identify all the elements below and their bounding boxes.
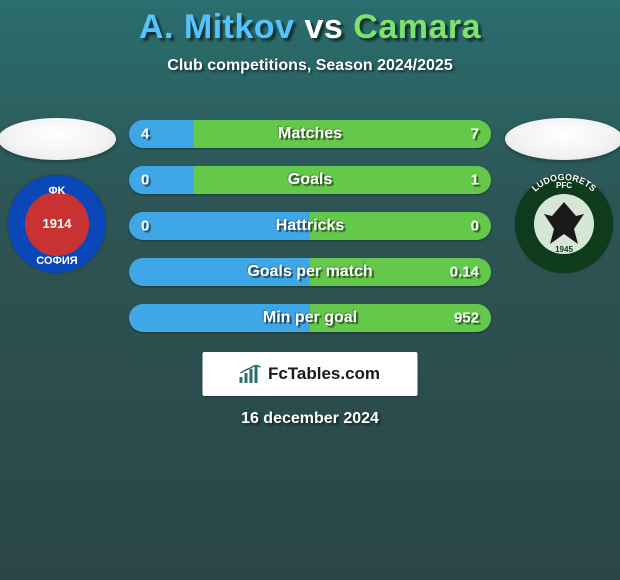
stat-row: Matches47	[129, 120, 491, 148]
stat-pill	[129, 212, 491, 240]
stat-bar-a	[129, 304, 310, 332]
stat-pill	[129, 258, 491, 286]
stat-bar-a	[129, 258, 310, 286]
stat-row: Min per goal952	[129, 304, 491, 332]
stat-row: Goals per match0.14	[129, 258, 491, 286]
stat-bar-b	[310, 212, 491, 240]
title-player-a: A. Mitkov	[139, 8, 295, 46]
brand-chart-icon	[240, 365, 262, 383]
stat-bar-a	[129, 166, 194, 194]
player-b-avatar-placeholder	[505, 118, 620, 160]
crest-a-center-text: 1914	[42, 216, 72, 231]
page-title: A. Mitkov vs Camara	[0, 8, 620, 47]
comparison-card: A. Mitkov vs Camara Club competitions, S…	[0, 0, 620, 580]
stat-pill	[129, 166, 491, 194]
stats-panel: Matches47 Goals01 Hattricks00 Goals per mat…	[129, 120, 491, 332]
club-crest-b: PFC 1945 LUDOGORETS	[514, 174, 614, 274]
stat-bar-b	[194, 166, 491, 194]
date-line: 16 december 2024	[0, 410, 620, 428]
stat-row: Goals01	[129, 166, 491, 194]
stat-row: Hattricks00	[129, 212, 491, 240]
title-player-b: Camara	[353, 8, 481, 46]
crest-a-svg: ΦΚ 1914 СОФИЯ	[7, 174, 107, 274]
player-a-avatar-placeholder	[0, 118, 116, 160]
stat-bar-b	[310, 258, 491, 286]
brand-box: FcTables.com	[203, 352, 418, 396]
stat-bar-a	[129, 212, 310, 240]
crest-a-bottom-text: СОФИЯ	[36, 255, 78, 267]
club-crest-a: ΦΚ 1914 СОФИЯ	[7, 174, 107, 274]
crest-a-top-text: ΦΚ	[48, 185, 65, 197]
stat-pill	[129, 304, 491, 332]
crest-b-center-text: 1945	[555, 245, 573, 254]
stat-bar-a	[129, 120, 194, 148]
brand-text: FcTables.com	[268, 364, 380, 384]
player-a-column: ΦΚ 1914 СОФИЯ	[0, 118, 119, 274]
stat-bar-b	[194, 120, 491, 148]
player-b-column: PFC 1945 LUDOGORETS	[501, 118, 620, 274]
crest-b-svg: PFC 1945 LUDOGORETS	[514, 174, 614, 274]
stat-pill	[129, 120, 491, 148]
title-vs: vs	[305, 8, 344, 46]
subtitle: Club competitions, Season 2024/2025	[0, 57, 620, 75]
stat-bar-b	[310, 304, 491, 332]
